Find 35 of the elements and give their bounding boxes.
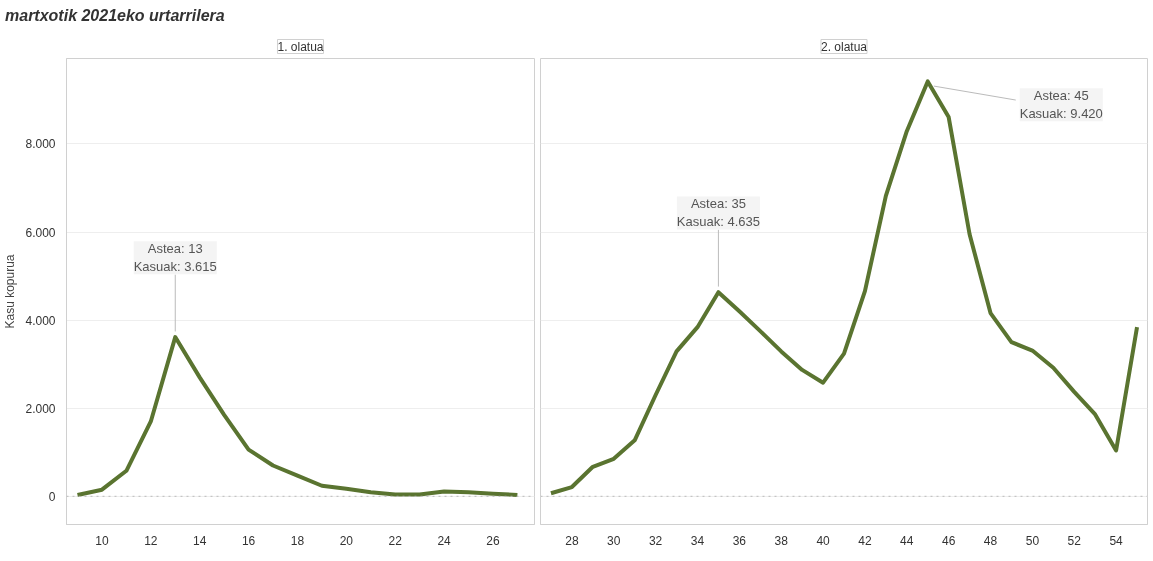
x-tick-label: 34 xyxy=(690,533,705,548)
x-tick-label: 50 xyxy=(1025,533,1040,548)
chart-title: martxotik 2021eko urtarrilera xyxy=(5,6,225,26)
x-tick-label: 48 xyxy=(983,533,998,548)
x-tick-label: 24 xyxy=(437,533,452,548)
x-tick-label: 42 xyxy=(858,533,872,548)
x-tick-label: 32 xyxy=(648,533,663,548)
y-tick-label: 6.000 xyxy=(25,225,56,240)
x-tick-label: 20 xyxy=(339,533,354,548)
x-tick-label: 30 xyxy=(607,533,621,548)
annotation: Astea: 45 Kasuak: 9.420 xyxy=(1019,88,1103,122)
chart-subtitle: 2. olatua xyxy=(820,39,868,54)
x-tick-label: 18 xyxy=(290,533,305,548)
x-tick-label: 10 xyxy=(95,533,109,548)
x-tick-label: 54 xyxy=(1109,533,1124,548)
x-tick-label: 36 xyxy=(732,533,747,548)
x-tick-label: 46 xyxy=(941,533,956,548)
x-tick-label: 22 xyxy=(388,533,403,548)
x-tick-label: 26 xyxy=(486,533,500,548)
y-tick-label: 2.000 xyxy=(25,401,56,416)
x-tick-label: 28 xyxy=(565,533,579,548)
x-tick-label: 14 xyxy=(193,533,207,548)
y-tick-label: 0 xyxy=(48,489,56,504)
chart-subtitle: 1. olatua xyxy=(277,39,324,54)
x-tick-label: 12 xyxy=(144,533,158,548)
y-axis-title: Kasu kopurua xyxy=(3,254,18,329)
y-tick-label: 8.000 xyxy=(25,137,56,152)
x-tick-label: 44 xyxy=(900,533,914,548)
x-tick-label: 52 xyxy=(1067,533,1082,548)
x-tick-label: 16 xyxy=(241,533,256,548)
annotation: Astea: 35 Kasuak: 4.635 xyxy=(676,196,760,230)
x-tick-label: 40 xyxy=(816,533,831,548)
annotation: Astea: 13 Kasuak: 3.615 xyxy=(133,241,217,275)
x-tick-label: 38 xyxy=(774,533,789,548)
y-tick-label: 4.000 xyxy=(25,313,56,328)
